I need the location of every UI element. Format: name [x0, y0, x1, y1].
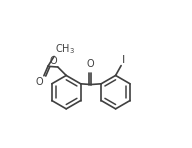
Text: O: O — [35, 77, 43, 87]
Text: CH$_3$: CH$_3$ — [55, 42, 75, 56]
Text: O: O — [49, 56, 57, 66]
Text: O: O — [86, 59, 94, 69]
Text: I: I — [122, 55, 125, 65]
